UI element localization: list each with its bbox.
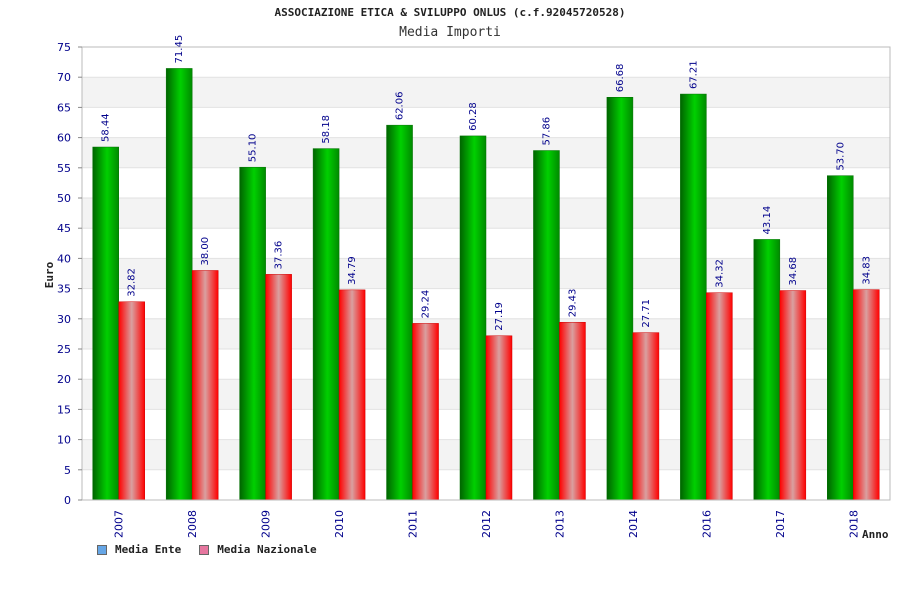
data-label: 34.83 <box>861 256 872 285</box>
y-tick-label: 25 <box>57 343 71 356</box>
y-tick-label: 20 <box>57 373 71 386</box>
bar-media-nazionale <box>265 274 292 501</box>
legend-swatch-media-nazionale <box>199 544 210 555</box>
y-tick-label: 65 <box>57 101 71 114</box>
bar-media-nazionale <box>412 323 439 501</box>
x-tick-label: 2018 <box>847 510 860 538</box>
x-tick-label: 2008 <box>186 510 199 538</box>
bar-media-ente <box>459 135 487 501</box>
bar-media-ente <box>386 124 413 501</box>
y-tick-label: 30 <box>57 313 71 326</box>
data-label: 34.79 <box>347 256 358 285</box>
x-tick-label: 2007 <box>113 510 126 538</box>
legend-label-media-nazionale: Media Nazionale <box>217 543 317 556</box>
data-label: 55.10 <box>248 134 259 163</box>
y-tick-label: 5 <box>64 464 71 477</box>
y-tick-label: 70 <box>57 71 71 84</box>
x-tick-label: 2009 <box>260 510 273 538</box>
x-tick-label: 2012 <box>480 510 493 538</box>
data-label: 27.19 <box>494 302 505 331</box>
y-tick-label: 35 <box>57 283 71 296</box>
legend-label-media-ente: Media Ente <box>115 543 182 556</box>
bar-media-ente <box>606 97 634 501</box>
x-tick-label: 2010 <box>333 510 346 538</box>
y-axis-label: Euro <box>43 261 56 288</box>
bar-media-nazionale <box>191 270 219 501</box>
grid-band <box>82 47 890 78</box>
bar-media-ente <box>680 93 707 501</box>
plot-frame <box>81 46 891 501</box>
chart-title: ASSOCIAZIONE ETICA & SVILUPPO ONLUS (c.f… <box>274 6 626 19</box>
y-tick-label: 75 <box>57 41 71 54</box>
bar-media-ente <box>165 68 193 501</box>
bar-media-nazionale <box>118 301 145 501</box>
bar-media-ente <box>312 148 340 501</box>
chart-subtitle: Media Importi <box>399 25 501 40</box>
data-label: 60.28 <box>468 102 479 131</box>
y-tick-label: 0 <box>64 494 71 507</box>
legend-item-media-ente: Media Ente <box>97 543 181 556</box>
x-tick-label: 2011 <box>407 510 420 538</box>
data-label: 58.44 <box>101 113 112 142</box>
data-label: 29.24 <box>421 290 432 319</box>
data-label: 62.06 <box>395 92 406 121</box>
y-tick-label: 50 <box>57 192 71 205</box>
legend-swatch-media-ente <box>97 544 107 555</box>
data-label: 71.45 <box>174 35 185 64</box>
bar-media-ente <box>533 150 560 501</box>
bar-media-nazionale <box>706 292 733 501</box>
y-tick-label: 10 <box>57 434 71 447</box>
grid-band <box>82 107 890 138</box>
bar-media-ente <box>92 146 119 501</box>
data-label: 58.18 <box>321 115 332 144</box>
data-label: 29.43 <box>567 289 578 318</box>
bar-media-nazionale <box>632 332 660 501</box>
data-label: 34.68 <box>788 257 799 286</box>
x-tick-label: 2013 <box>553 510 566 538</box>
data-label: 67.21 <box>688 60 699 89</box>
bar-media-nazionale <box>559 321 586 501</box>
y-tick-label: 40 <box>57 252 71 265</box>
data-label: 34.32 <box>714 259 725 288</box>
x-axis-label: Anno <box>862 528 889 541</box>
data-label: 66.68 <box>615 64 626 93</box>
data-label: 27.71 <box>641 299 652 328</box>
legend-item-media-nazionale: Media Nazionale <box>199 543 317 556</box>
x-tick-label: 2016 <box>700 510 713 538</box>
data-label: 53.70 <box>835 142 846 171</box>
data-label: 57.86 <box>541 117 552 146</box>
bar-media-nazionale <box>338 289 366 501</box>
data-label: 38.00 <box>200 237 211 266</box>
y-tick-label: 60 <box>57 132 71 145</box>
bar-media-ente <box>827 175 854 501</box>
bar-media-ente <box>239 166 266 501</box>
bar-media-ente <box>753 239 781 501</box>
y-tick-label: 45 <box>57 222 71 235</box>
x-tick-label: 2017 <box>774 510 787 538</box>
legend: Media Ente Media Nazionale <box>97 543 317 556</box>
data-label: 43.14 <box>762 206 773 235</box>
bar-media-nazionale <box>485 335 513 501</box>
bar-media-nazionale <box>853 289 880 501</box>
bar-media-nazionale <box>779 290 807 501</box>
y-tick-label: 55 <box>57 162 71 175</box>
data-label: 32.82 <box>127 268 138 297</box>
data-label: 37.36 <box>274 241 285 270</box>
x-tick-label: 2014 <box>627 510 640 538</box>
y-tick-label: 15 <box>57 403 71 416</box>
grid-band <box>82 77 890 108</box>
